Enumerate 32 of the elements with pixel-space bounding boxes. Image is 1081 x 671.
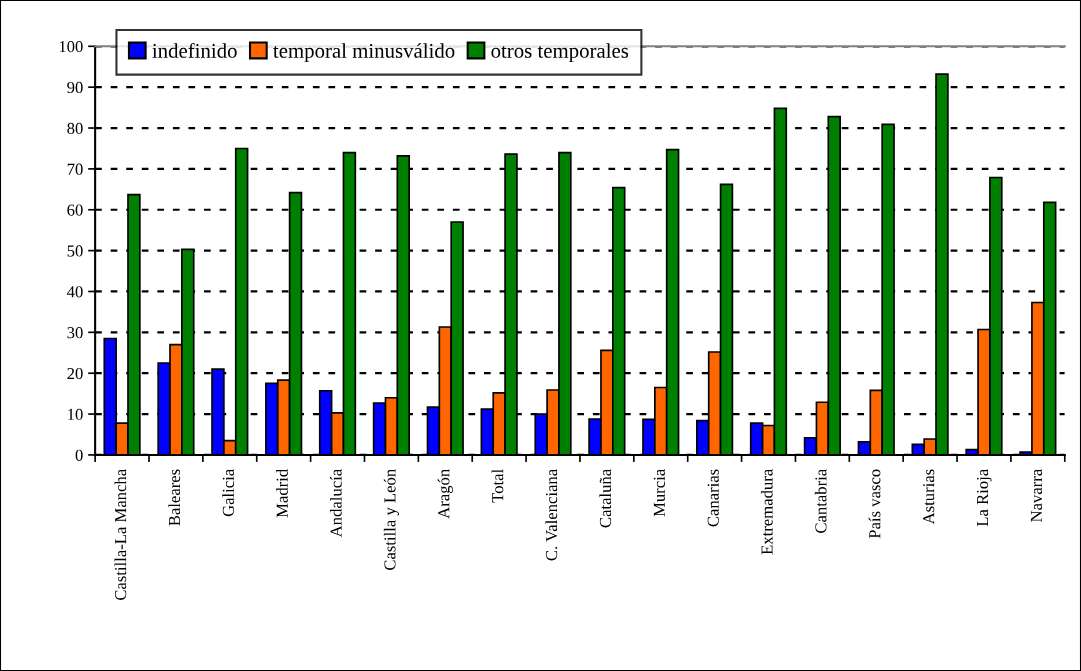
x-tick-label: C. Valenciana [545,469,558,561]
y-tick-label: 60 [67,204,83,216]
x-tick-label: Navarra [1030,469,1043,523]
y-tick-label: 70 [67,163,83,175]
x-tick-label: Cataluña [599,469,612,528]
x-tick-label: Cantabria [814,469,827,533]
legend-label: otros temporales [491,43,629,63]
x-tick-label: Total [491,469,504,503]
x-tick-label: Canarias [707,469,719,527]
x-tick-label: Asturias [923,469,935,525]
y-tick-label: 30 [67,327,83,339]
y-tick-label: 50 [67,245,83,257]
x-tick-label: Murcia [653,469,665,517]
x-tick-label: Madrid [276,469,288,518]
y-tick-label: 80 [67,122,83,134]
y-tick-label: 90 [67,81,83,94]
x-tick-label: Extremadura [760,469,773,555]
x-tick-label: Castilla-La Mancha [114,469,127,601]
x-tick-label: Baleares [168,469,181,526]
y-tick-label: 0 [75,449,83,461]
x-tick-label: Andalucía [329,469,342,538]
x-tick-label: La Rioja [976,469,992,527]
x-tick-label: Galicia [222,469,234,517]
y-tick-label: 40 [66,286,83,298]
y-tick-label: 10 [68,408,83,421]
y-tick-label: 100 [59,41,83,53]
y-tick-label: 20 [67,367,83,380]
legend-label: temporal minusválido [273,43,455,63]
x-tick-label: Aragón [437,469,453,519]
legend-label: indefinido [152,42,237,58]
x-tick-label: Castilla y León [383,469,399,570]
x-tick-label: País vasco [868,469,881,539]
